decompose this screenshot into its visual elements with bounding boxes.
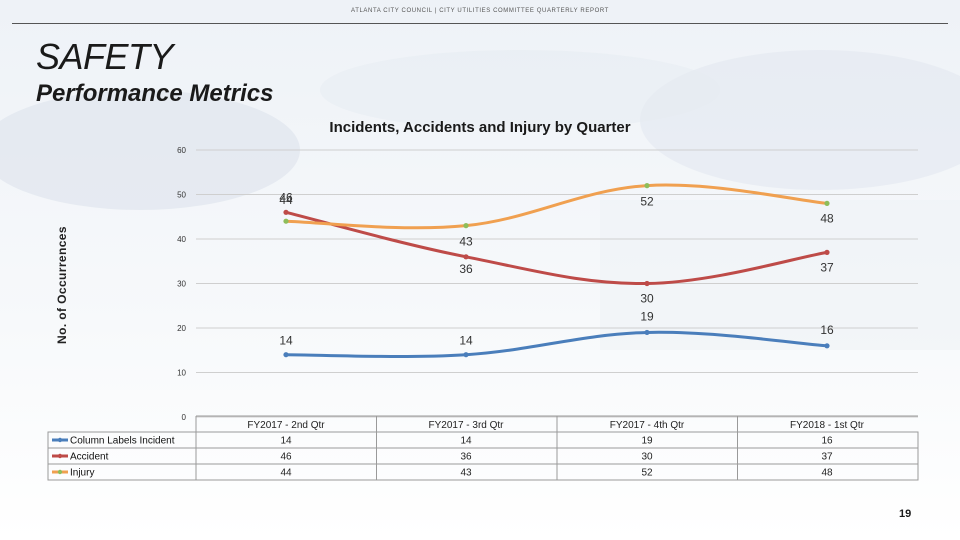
table-cell: 52	[641, 468, 653, 479]
y-tick-label: 20	[177, 324, 186, 333]
table-cell: 37	[821, 452, 833, 463]
legend-label-injury: Injury	[70, 468, 94, 479]
data-point-accident	[283, 209, 289, 215]
legend-marker-injury	[57, 469, 63, 475]
data-label-injury: 52	[640, 195, 654, 209]
data-point-incident	[283, 352, 289, 358]
data-point-incident	[463, 352, 469, 358]
table-cell: 43	[460, 468, 472, 479]
table-cell: 48	[821, 468, 833, 479]
data-point-accident	[463, 254, 469, 260]
report-header: ATLANTA CITY COUNCIL | CITY UTILITIES CO…	[351, 8, 609, 14]
data-label-accident: 46	[279, 190, 293, 204]
slide-subtitle: Performance Metrics	[36, 80, 274, 107]
y-tick-label: 60	[177, 146, 186, 155]
series-line-injury	[284, 183, 829, 230]
data-label-injury: 48	[820, 211, 834, 225]
data-label-incident: 16	[820, 323, 834, 337]
y-tick-label: 40	[177, 235, 186, 244]
data-table-border	[47, 431, 919, 481]
data-point-injury	[824, 200, 830, 206]
table-cell: 46	[280, 452, 292, 463]
category-label: FY2017 - 2nd Qtr	[247, 420, 325, 431]
chart-title: Incidents, Accidents and Injury by Quart…	[329, 119, 631, 136]
legend-marker-incident	[57, 437, 63, 443]
y-tick-label: 10	[177, 369, 186, 378]
header-divider	[12, 23, 948, 24]
category-label: FY2018 - 1st Qtr	[790, 420, 865, 431]
data-label-incident: 14	[459, 334, 473, 348]
data-point-injury	[644, 183, 650, 189]
category-label: FY2017 - 3rd Qtr	[428, 420, 504, 431]
series-line-accident	[284, 210, 829, 286]
data-label-injury: 44	[279, 193, 293, 207]
data-point-incident	[824, 343, 830, 349]
data-label-incident: 14	[279, 334, 293, 348]
table-cell: 30	[641, 452, 653, 463]
data-point-incident	[644, 329, 650, 336]
data-point-injury	[463, 223, 469, 229]
data-label-incident: 19	[640, 309, 654, 323]
page-number: 19	[899, 508, 912, 520]
table-cell: 44	[280, 468, 292, 479]
data-point-accident	[824, 249, 830, 255]
y-tick-label: 50	[177, 191, 186, 200]
data-label-accident: 30	[640, 292, 654, 306]
series-line-incident	[284, 330, 829, 358]
data-point-injury	[283, 218, 289, 224]
slide-title: SAFETY	[36, 36, 174, 77]
category-label: FY2017 - 4th Qtr	[610, 420, 685, 431]
legend-label-incident: Column Labels Incident	[70, 436, 175, 447]
table-cell: 19	[641, 436, 653, 447]
data-label-injury: 43	[459, 235, 473, 249]
table-cell: 36	[460, 452, 472, 463]
y-tick-label: 0	[182, 413, 187, 422]
data-label-accident: 37	[820, 260, 834, 274]
table-cell: 16	[821, 436, 833, 447]
data-label-accident: 36	[459, 262, 473, 276]
y-tick-label: 30	[177, 280, 186, 289]
data-point-accident	[644, 280, 650, 287]
legend-label-accident: Accident	[70, 452, 109, 463]
table-cell: 14	[460, 436, 472, 447]
legend-marker-accident	[57, 453, 63, 459]
table-cell: 14	[280, 436, 292, 447]
